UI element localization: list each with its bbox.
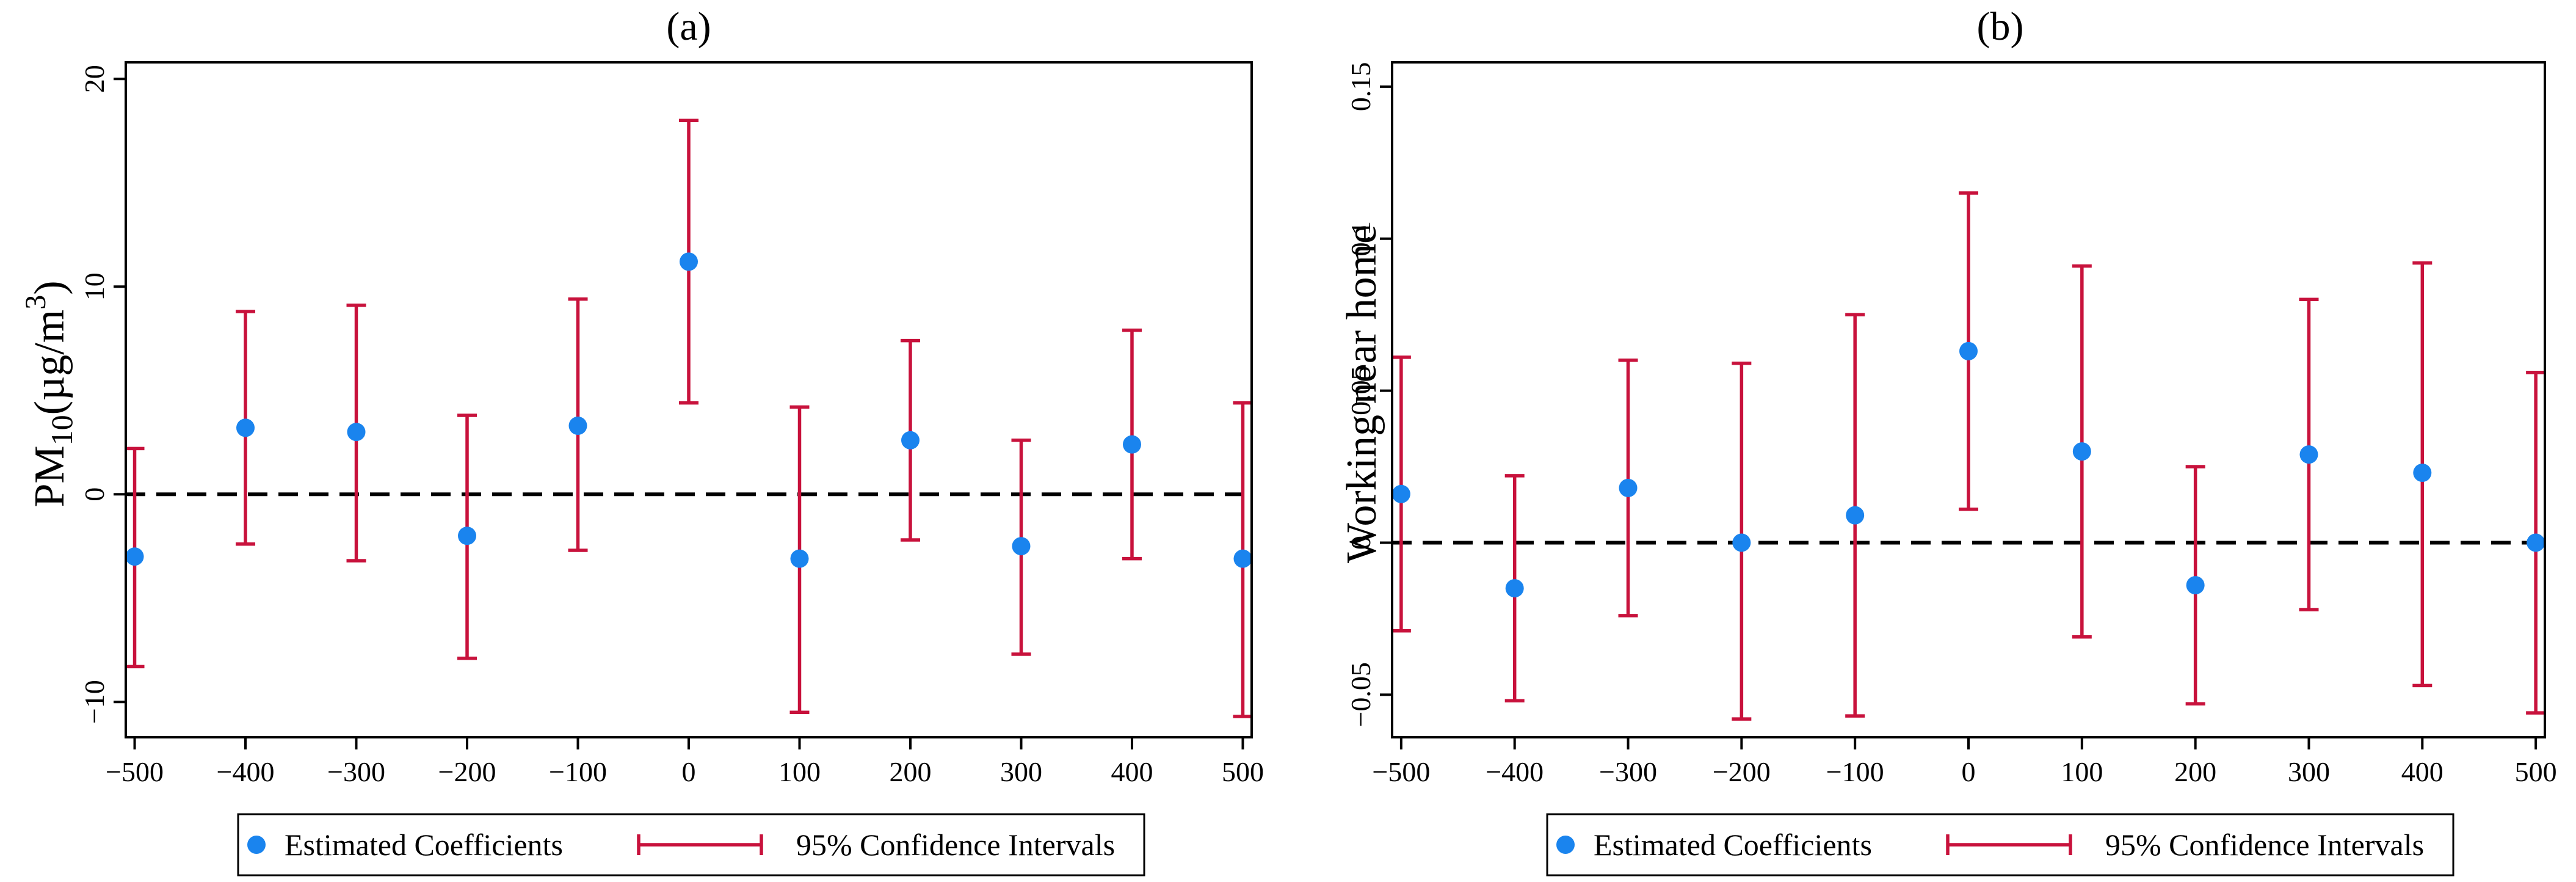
panel-b-legend-points-label: Estimated Coefficients xyxy=(1594,828,1872,862)
panel-b-y-tick-label: 0 xyxy=(1345,536,1376,550)
panel-b-x-tick-label: −300 xyxy=(1599,756,1657,787)
panel-b-coefficient-point xyxy=(1391,484,1410,503)
panel-b-y-tick-label: −0.05 xyxy=(1345,662,1376,727)
panel-b-coefficient-point xyxy=(1959,341,1978,360)
panel-a-x-tick-label: −400 xyxy=(217,756,275,787)
panel-a-coefficient-point xyxy=(1233,549,1252,568)
panel-b-coefficient-point xyxy=(2413,463,2432,482)
panel-b-x-tick-label: −100 xyxy=(1826,756,1884,787)
panel-a-x-tick-label: 100 xyxy=(778,756,821,787)
panel-b-coefficient-point xyxy=(2072,442,2091,461)
panel-b-x-tick-label: 200 xyxy=(2174,756,2216,787)
panel-b-coefficients xyxy=(1391,341,2545,598)
panel-b-y-tick-label: 0.05 xyxy=(1345,366,1376,415)
panel-a-x-tick-label: 0 xyxy=(682,756,696,787)
panel-a-legend: Estimated Coefficients 95% Confidence In… xyxy=(237,813,1145,877)
panel-a-plot-frame xyxy=(125,61,1253,738)
panel-a-coefficient-point xyxy=(1012,537,1031,556)
panel-a-ylabel-superscript: 3 xyxy=(20,295,52,310)
panel-b-coefficient-point xyxy=(2527,533,2545,552)
panel-b-plot-frame xyxy=(1391,61,2546,738)
panel-b-x-tick-label: −500 xyxy=(1372,756,1430,787)
panel-a-ylabel-close: ) xyxy=(26,280,73,294)
panel-b-ticks: −500 −400 −300 −200 −100 0 100 200 300 400 500 −0.0… xyxy=(1345,62,2557,787)
panel-a-coefficient-point xyxy=(347,423,366,442)
panel-a-x-tick-label: 300 xyxy=(1000,756,1042,787)
panel-a-coefficient-point xyxy=(1122,435,1141,454)
panel-a-coefficient-point xyxy=(680,252,698,271)
panel-b-coefficient-point xyxy=(1505,579,1524,598)
panel-b-x-tick-label: 400 xyxy=(2401,756,2444,787)
panel-a-coefficient-point xyxy=(458,527,477,545)
panel-b-coefficient-point xyxy=(1846,506,1865,525)
panel-b-legend-point-marker xyxy=(1556,836,1575,854)
panel-a-legend-points-label: Estimated Coefficients xyxy=(285,828,563,862)
panel-b-title: (b) xyxy=(1977,4,2024,49)
panel-a-coefficients xyxy=(125,252,1252,568)
panel-b-coefficient-point xyxy=(1732,533,1751,552)
panel-a-legend-point-marker xyxy=(247,836,266,854)
panel-b-coefficient-point xyxy=(2186,576,2205,595)
panel-a-ylabel-unit: (µg/m xyxy=(26,310,73,415)
panel-a-coefficient-point xyxy=(790,549,809,568)
panel-b-coefficient-point xyxy=(1619,478,1638,497)
panel-a-confidence-intervals xyxy=(125,118,1253,718)
panel-a-y-tick-label: 20 xyxy=(79,65,110,93)
panel-b-legend-ci-label: 95% Confidence Intervals xyxy=(2105,828,2424,862)
panel-b: (b) Working near home −500 −400 −300 −200 −1… xyxy=(1338,4,2557,877)
panel-a-x-tick-label: −100 xyxy=(549,756,607,787)
panel-b-legend: Estimated Coefficients 95% Confidence In… xyxy=(1546,813,2454,877)
panel-a-x-tick-label: −300 xyxy=(327,756,385,787)
panel-b-x-tick-label: 300 xyxy=(2288,756,2330,787)
panel-a-y-tick-label: 0 xyxy=(79,487,110,501)
panel-a-coefficient-point xyxy=(901,431,920,450)
panel-b-y-tick-label: 0.1 xyxy=(1345,221,1376,257)
panel-b-confidence-intervals xyxy=(1391,191,2546,721)
panel-a-x-tick-label: 200 xyxy=(889,756,931,787)
panel-a: (a) PM10(µg/m3) −500 −400 −300 −200 −100 0 100… xyxy=(20,4,1264,877)
panel-b-coefficient-point xyxy=(2299,445,2318,464)
panel-a-y-axis-label: PM10(µg/m3) xyxy=(20,280,79,507)
panel-b-x-tick-label: 500 xyxy=(2515,756,2557,787)
panel-a-x-tick-label: −200 xyxy=(438,756,496,787)
panel-b-y-tick-label: 0.15 xyxy=(1345,62,1376,112)
panel-b-x-tick-label: 0 xyxy=(1962,756,1976,787)
panel-a-y-tick-label: 10 xyxy=(79,272,110,301)
panel-b-x-tick-label: −400 xyxy=(1486,756,1544,787)
panel-a-coefficient-point xyxy=(125,547,144,566)
panel-a-x-tick-label: 500 xyxy=(1222,756,1264,787)
panel-a-ticks: −500 −400 −300 −200 −100 0 100 200 300 400 500−100… xyxy=(79,65,1264,787)
panel-a-legend-ci-marker xyxy=(637,834,763,855)
panel-a-coefficient-point xyxy=(568,417,587,435)
panel-a-x-tick-label: −500 xyxy=(106,756,164,787)
panel-a-ylabel-subscript: 10 xyxy=(45,415,79,445)
panel-b-x-tick-label: −200 xyxy=(1713,756,1771,787)
panel-a-title: (a) xyxy=(666,4,711,49)
panel-a-coefficient-point xyxy=(236,418,255,437)
panel-b-y-axis-label: Working near home xyxy=(1338,225,1385,563)
panel-b-legend-ci-marker xyxy=(1946,834,2072,855)
panel-a-x-tick-label: 400 xyxy=(1111,756,1153,787)
panel-b-x-tick-label: 100 xyxy=(2061,756,2103,787)
panel-a-ylabel-main: PM xyxy=(26,445,73,507)
panel-a-y-tick-label: −10 xyxy=(79,680,110,724)
panel-a-legend-ci-label: 95% Confidence Intervals xyxy=(796,828,1115,862)
